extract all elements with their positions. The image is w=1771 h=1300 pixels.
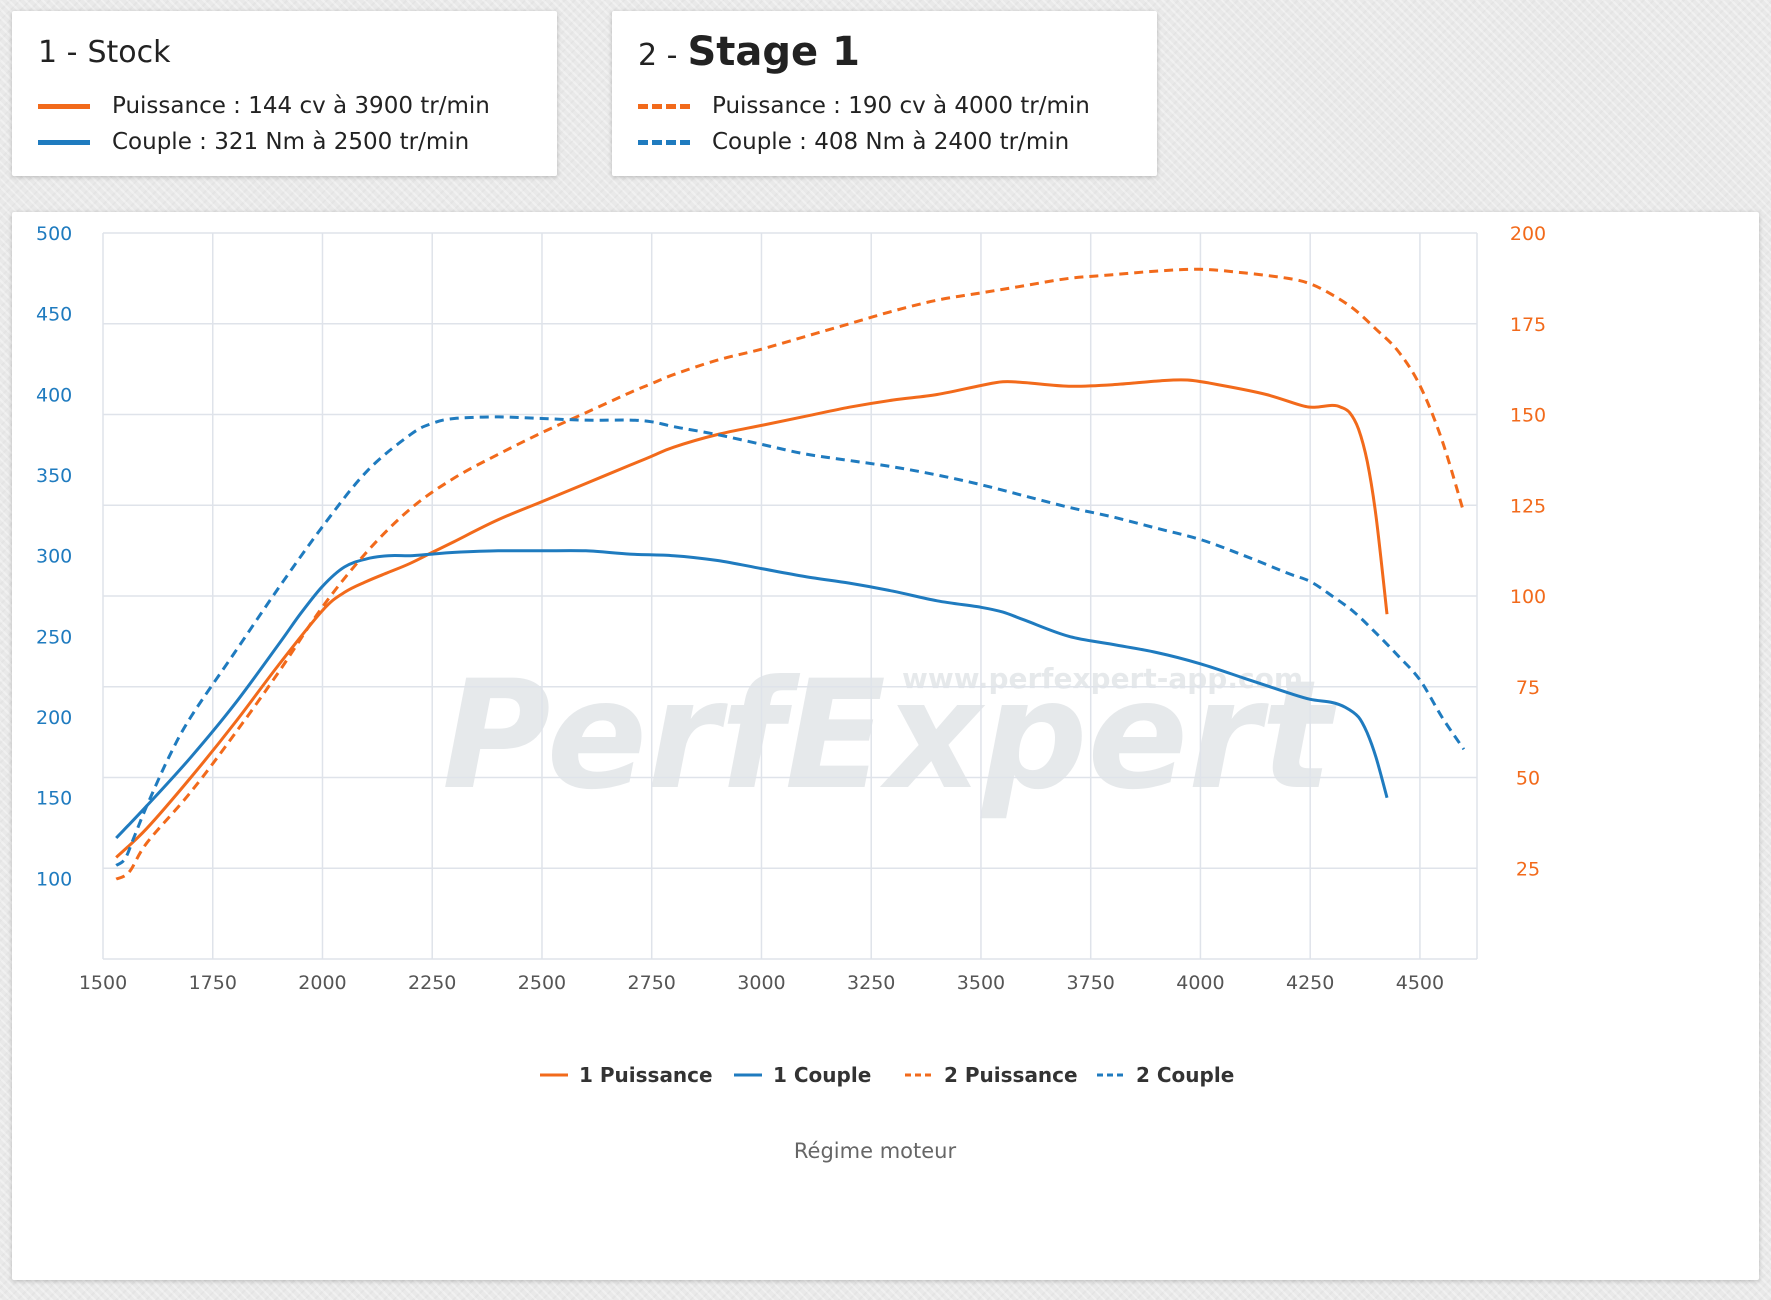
y-right-tick-label: 175 <box>1510 314 1546 336</box>
x-tick-label: 2250 <box>408 972 456 994</box>
x-tick-label: 1750 <box>189 972 237 994</box>
card-name: Stage 1 <box>687 29 860 75</box>
legend-row-torque: Couple : 408 Nm à 2400 tr/min <box>638 129 1069 155</box>
x-tick-label: 1500 <box>79 972 127 994</box>
y-left-tick-label: 200 <box>36 707 72 729</box>
legend-row-text: Puissance : 190 cv à 4000 tr/min <box>712 93 1090 119</box>
x-tick-label: 4000 <box>1176 972 1224 994</box>
chart-card: PerfExpert www.perfexpert-app.com 1500 17… <box>12 212 1759 1280</box>
legend-label: 1 Couple <box>773 1063 871 1087</box>
y-left-tick-label: 450 <box>36 304 72 326</box>
series-line-3 <box>115 267 1466 881</box>
y-right-tick-label: 100 <box>1510 586 1546 608</box>
y-left-tick-label: 350 <box>36 465 72 487</box>
y-left-tick-label: 250 <box>36 626 72 648</box>
x-tick-label: 4500 <box>1396 972 1444 994</box>
y-left-tick-label: 300 <box>36 546 72 568</box>
legend-row-text: Couple : 321 Nm à 2500 tr/min <box>112 129 470 155</box>
y-right-tick-label: 150 <box>1510 405 1546 427</box>
x-tick-label: 3250 <box>847 972 895 994</box>
x-tick-label: 4250 <box>1286 972 1334 994</box>
grid <box>102 232 1478 960</box>
card-title: 2 - Stage 1 <box>638 29 860 75</box>
dashed-blue-line-icon <box>638 139 690 145</box>
y-left-tick-label: 400 <box>36 384 72 406</box>
y-right-tick-label: 50 <box>1516 768 1540 790</box>
watermark-url: www.perfexpert-app.com <box>902 662 1303 695</box>
card-number: 1 - <box>38 35 78 70</box>
x-tick-label: 2000 <box>298 972 346 994</box>
legend-row-power: Puissance : 190 cv à 4000 tr/min <box>638 93 1090 119</box>
card-number: 2 - <box>638 38 678 73</box>
y-right-tick-label: 75 <box>1516 677 1540 699</box>
legend-label: 1 Puissance <box>579 1063 713 1087</box>
solid-blue-line-icon <box>38 139 90 145</box>
series-line-2 <box>115 549 1389 840</box>
axes: 1500 1750 2000 2250 2500 2750 3000 3250 3500 3750… <box>36 223 1546 994</box>
x-tick-label: 3750 <box>1067 972 1115 994</box>
x-tick-label: 3500 <box>957 972 1005 994</box>
x-axis-label: Régime moteur <box>794 1139 957 1163</box>
legend-row-text: Couple : 408 Nm à 2400 tr/min <box>712 129 1070 155</box>
legend-label: 2 Puissance <box>944 1063 1078 1087</box>
legend-row-power: Puissance : 144 cv à 3900 tr/min <box>38 93 490 119</box>
card-name: Stock <box>87 35 171 70</box>
y-right-tick-label: 25 <box>1516 858 1540 880</box>
y-left-tick-label: 500 <box>36 223 72 245</box>
watermark-logo: PerfExpert <box>442 649 1337 823</box>
legend-card-stage: 2 - Stage 1 Puissance : 190 cv à 4000 tr/… <box>612 11 1157 176</box>
y-right-tick-label: 125 <box>1510 495 1546 517</box>
y-left-tick-label: 150 <box>36 788 72 810</box>
legend-card-stock: 1 - Stock Puissance : 144 cv à 3900 tr/mi… <box>12 11 557 176</box>
x-tick-label: 3000 <box>737 972 785 994</box>
watermark: PerfExpert www.perfexpert-app.com <box>442 649 1337 823</box>
solid-orange-line-icon <box>38 103 90 109</box>
series-layer <box>115 267 1466 881</box>
dashed-orange-line-icon <box>638 103 690 109</box>
card-title: 1 - Stock <box>38 35 170 70</box>
legend-row-text: Puissance : 144 cv à 3900 tr/min <box>112 93 490 119</box>
legend-label: 2 Couple <box>1136 1063 1234 1087</box>
x-tick-label: 2500 <box>518 972 566 994</box>
chart-svg: PerfExpert www.perfexpert-app.com 1500 17… <box>36 223 1546 1163</box>
series-line-1 <box>115 378 1389 859</box>
series-line-4 <box>115 415 1466 867</box>
y-right-tick-label: 200 <box>1510 223 1546 245</box>
chart-legend: 1 Puissance 1 Couple 2 Puissance 2 Couple <box>540 1063 1234 1087</box>
legend-row-torque: Couple : 321 Nm à 2500 tr/min <box>38 129 469 155</box>
y-left-tick-label: 100 <box>36 868 72 890</box>
x-tick-label: 2750 <box>628 972 676 994</box>
